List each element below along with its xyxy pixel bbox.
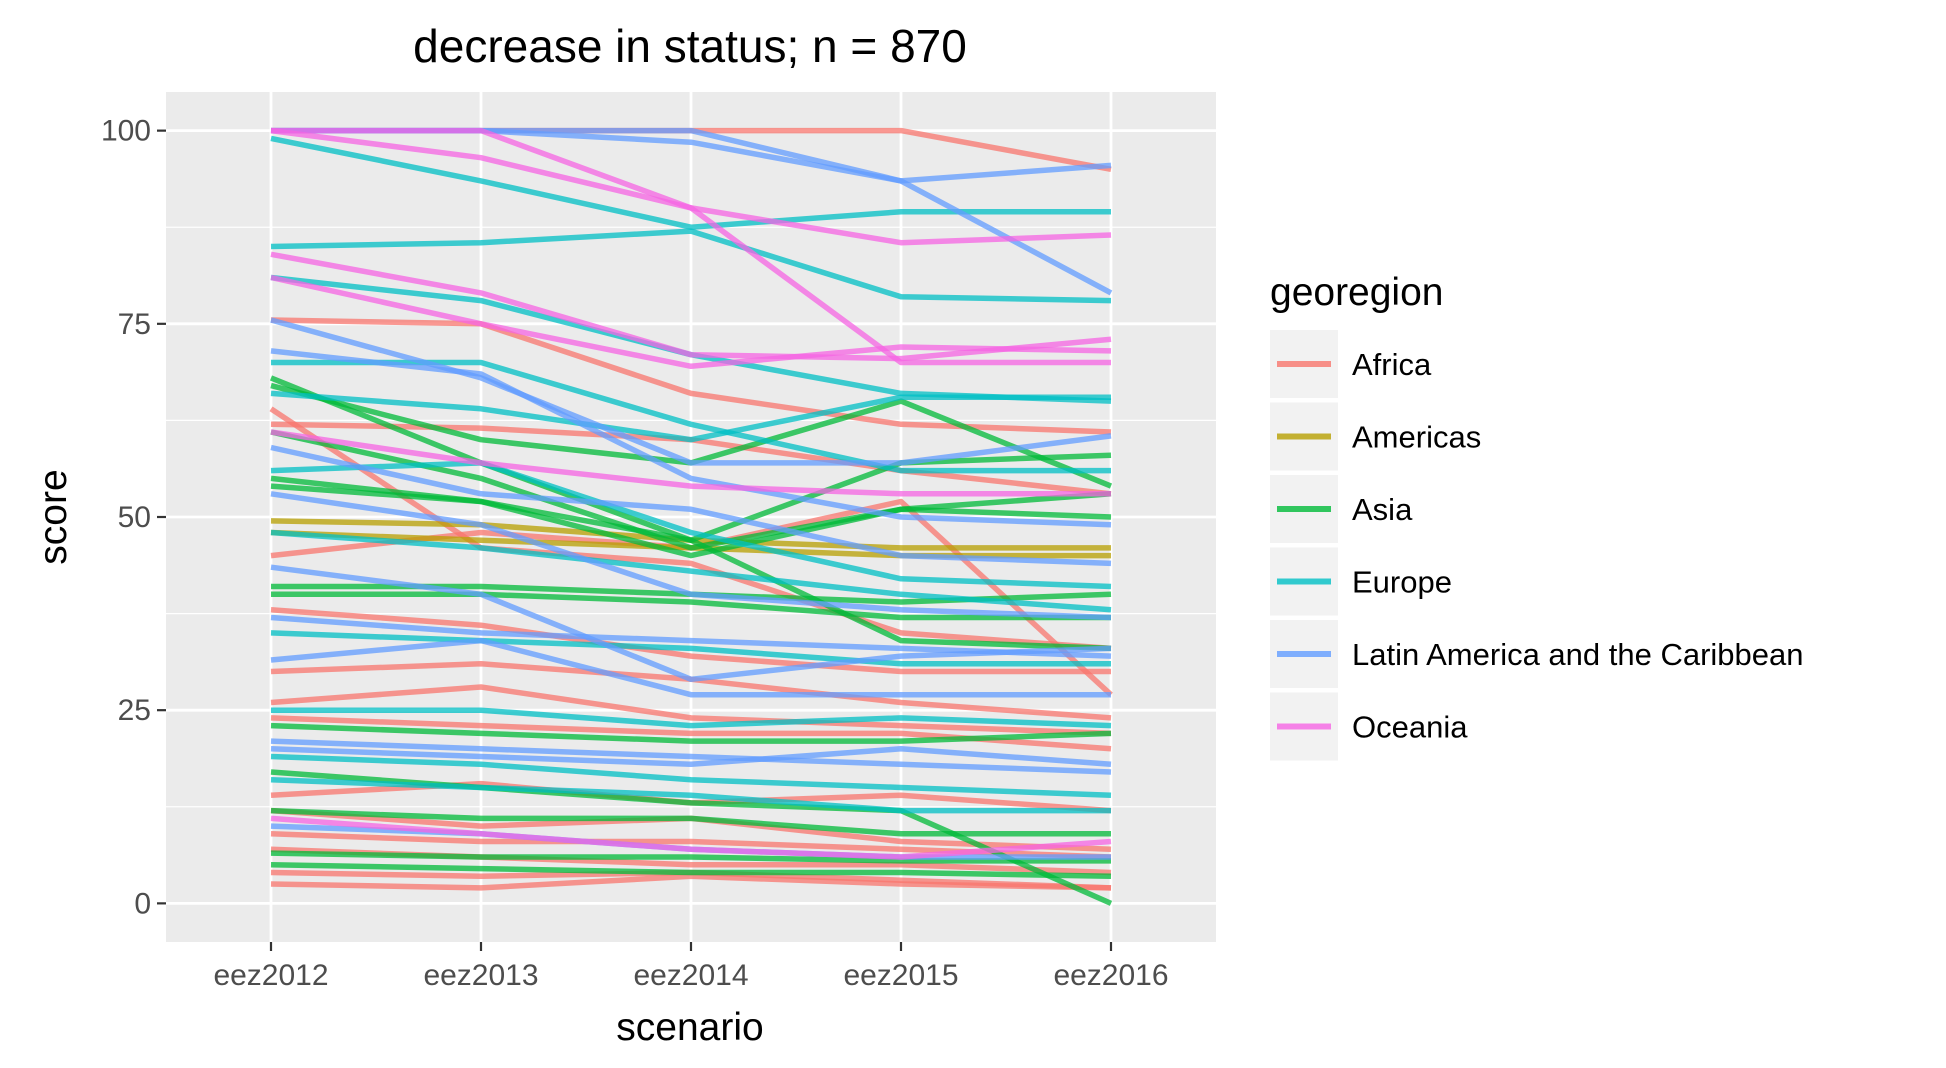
series-line — [270, 637, 1111, 698]
series-line — [270, 776, 1111, 814]
series-line — [270, 460, 1112, 590]
legend-label: Europe — [1352, 565, 1452, 600]
series-line — [270, 251, 1112, 362]
series-line — [270, 873, 1112, 891]
x-tick-label: eez2016 — [1053, 959, 1168, 992]
x-tick-label: eez2015 — [843, 959, 958, 992]
legend-label: Asia — [1352, 492, 1413, 527]
series-line — [270, 684, 1112, 737]
series-line — [270, 483, 1112, 559]
y-tick-label: 50 — [118, 501, 151, 534]
series-lines — [269, 127, 1113, 906]
series-line — [270, 815, 1112, 860]
y-tick-label: 100 — [101, 115, 151, 148]
legend-title: georegion — [1270, 271, 1443, 314]
series-line — [270, 861, 1112, 880]
y-tick-label: 75 — [118, 308, 151, 341]
legend-label: Americas — [1352, 420, 1481, 455]
series-line — [270, 606, 1111, 675]
series-line — [270, 228, 1112, 304]
series-line — [270, 753, 1112, 798]
series-line — [271, 591, 1111, 621]
series-line — [270, 529, 1112, 613]
series-line — [270, 317, 1112, 466]
series-line — [270, 429, 1111, 497]
series-line — [271, 707, 1112, 729]
x-axis-title: scenario — [616, 1006, 763, 1049]
y-tick-label: 25 — [118, 694, 151, 727]
chart-title: decrease in status; n = 870 — [413, 20, 967, 72]
series-line — [270, 274, 1112, 370]
series-line — [270, 738, 1112, 775]
series-line — [270, 390, 1111, 443]
series-line — [270, 807, 1111, 837]
series-line — [270, 348, 1112, 528]
legend-label: Latin America and the Caribbean — [1352, 637, 1804, 672]
series-line — [270, 127, 1112, 246]
series-line — [270, 491, 1112, 621]
legend: georegion Africa Americas Asia Europe Latin … — [1270, 271, 1804, 761]
axes: 0 25 50 75 100 eez2012 eez2013 eez2014 eez2015 ee… — [101, 115, 1169, 992]
series-line — [270, 630, 1111, 667]
y-axis-title: score — [32, 469, 75, 564]
series-line — [269, 406, 1112, 652]
x-tick-label: eez2014 — [633, 959, 748, 992]
series-line — [270, 135, 1111, 230]
legend-label: Africa — [1352, 347, 1432, 382]
x-tick-label: eez2013 — [423, 959, 538, 992]
y-tick-label: 0 — [134, 887, 151, 920]
x-tick-label: eez2012 — [213, 959, 328, 992]
series-line — [270, 722, 1112, 744]
series-line — [270, 444, 1112, 567]
series-line — [270, 850, 1111, 864]
series-line — [271, 359, 1111, 474]
series-line — [270, 746, 1112, 768]
series-line — [270, 614, 1112, 659]
legend-label: Oceania — [1352, 710, 1468, 745]
